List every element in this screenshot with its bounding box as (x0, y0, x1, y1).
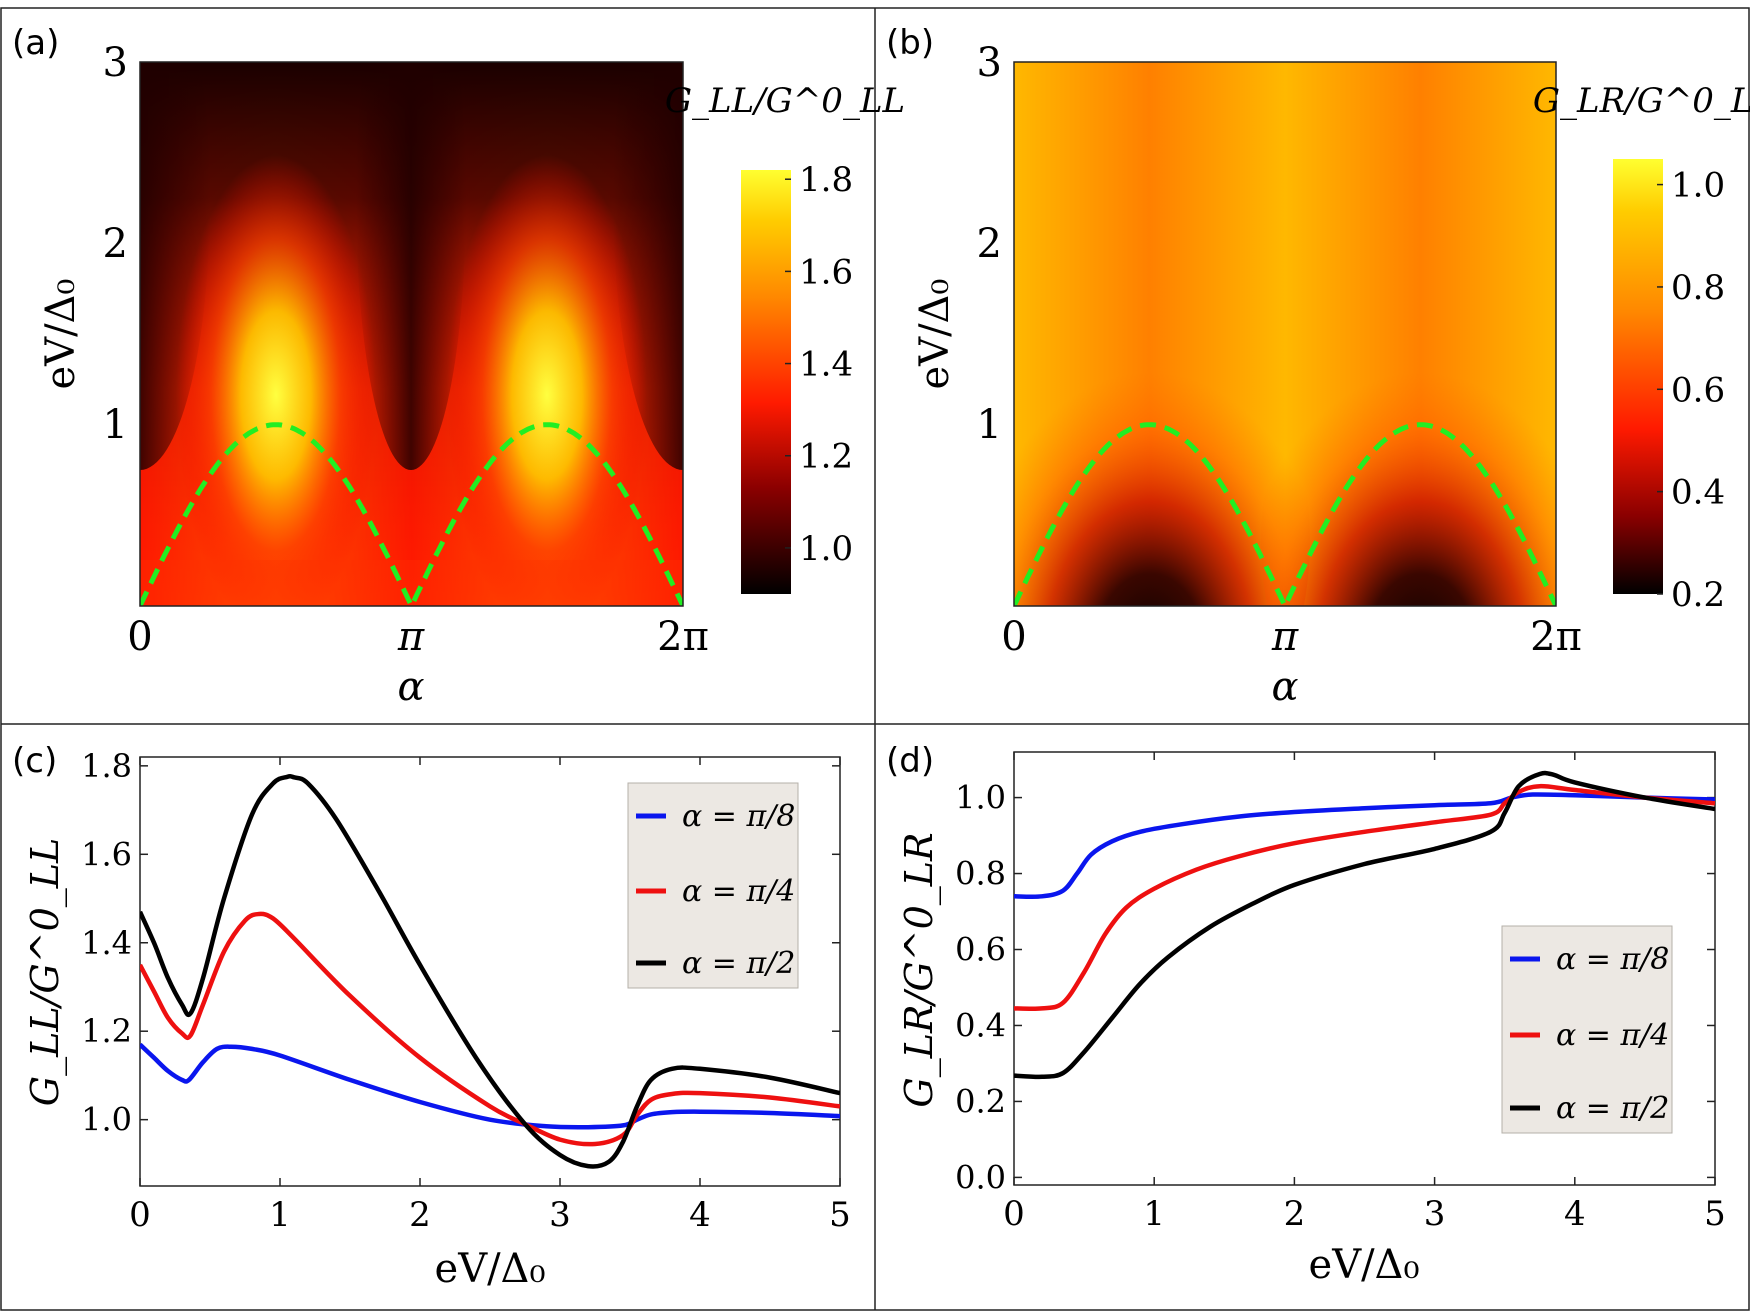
heatmap-b-ytick-3: 3 (977, 40, 1002, 86)
line-chart-d-series-red (1014, 783, 1715, 1012)
legend-d-entry-3: α = π/2 (1556, 1091, 1669, 1126)
heatmap-b-ylabel: eV/Δ₀ (912, 279, 958, 390)
line-chart-c-labels: eV/Δ₀ G_LL/G^0_LL (23, 838, 545, 1292)
heatmap-b-xlabel: α (1271, 664, 1298, 710)
heatmap-b-axes: 3 2 1 0 π 2π α eV/Δ₀ G_LR/G^0_LR (912, 40, 1750, 710)
line-chart-c-ytick-label: 1.2 (81, 1012, 132, 1050)
line-chart-d-xlabel: eV/Δ₀ (1309, 1242, 1420, 1288)
line-chart-d-ytick-label: 0.0 (955, 1158, 1006, 1196)
heatmap-a-frame (139, 61, 684, 607)
heatmap-b-xtick-0: 0 (1001, 614, 1026, 660)
heatmap-b-frame (1013, 61, 1557, 607)
heatmap-a-xtick-0: 0 (127, 614, 152, 660)
heatmap-b-xtick-pi: π (1271, 614, 1299, 660)
panel-label-b: (b) (886, 23, 934, 63)
line-chart-d-xtick-label: 3 (1424, 1194, 1446, 1234)
line-chart-d-ytick-label: 0.2 (955, 1082, 1006, 1120)
heatmap-a-column-dark-pi (356, 62, 466, 470)
line-chart-c-ytick-label: 1.4 (81, 924, 132, 962)
line-chart-c-ylabel: G_LL/G^0_LL (23, 838, 68, 1106)
legend-d-entry-1: α = π/8 (1556, 942, 1669, 977)
heatmap-a-xtick-2pi: 2π (657, 614, 709, 660)
line-chart-c-xlabel: eV/Δ₀ (435, 1246, 546, 1292)
heatmap-a-ytick-2: 2 (103, 221, 128, 267)
heatmap-a-xlabel: α (397, 664, 424, 710)
colorbar-tick-label: 1.0 (1671, 166, 1725, 206)
colorbar-tick-label: 0.6 (1671, 370, 1725, 410)
line-chart-c-series-black (140, 774, 840, 1169)
heatmap-a-ytick-3: 3 (103, 40, 128, 86)
heatmap-b-ytick-1: 1 (977, 402, 1002, 448)
line-chart-d: 0 1 2 3 4 5 0.0 0.2 0.4 0.6 0.8 1.0 (955, 752, 1726, 1234)
line-chart-d-ylabel: G_LR/G^0_LR (897, 832, 942, 1107)
line-chart-c-frame (139, 756, 841, 1187)
line-chart-c-ytick-label: 1.6 (81, 835, 132, 873)
legend-c-entry-2: α = π/4 (682, 874, 795, 909)
line-chart-d-ytick-label: 0.6 (955, 931, 1006, 969)
colorbar-b-ticks: 0.2 0.4 0.6 0.8 1.0 (1657, 166, 1725, 615)
heatmap-a (140, 62, 683, 606)
heatmap-b-min-1 (1014, 300, 1310, 606)
line-chart-d-xtick-label: 0 (1003, 1194, 1025, 1234)
line-chart-d-ytick-label: 1.0 (955, 779, 1006, 817)
line-chart-c-ytick-label: 1.0 (81, 1101, 132, 1139)
legend-d: α = π/8 α = π/4 α = π/2 (1501, 925, 1673, 1134)
heatmap-a-ytick-1: 1 (103, 402, 128, 448)
colorbar-tick-label: 1.0 (799, 529, 853, 569)
line-chart-d-frame (1013, 751, 1716, 1186)
heatmap-b-colorbar-label: G_LR/G^0_LR (1533, 81, 1750, 121)
panel-label-d: (d) (886, 741, 934, 781)
heatmap-a-ylabel: eV/Δ₀ (38, 279, 84, 390)
legend-c-entry-3: α = π/2 (682, 946, 795, 981)
line-chart-c: 0 1 2 3 4 5 1.0 1.2 1.4 1.6 1.8 (81, 747, 851, 1235)
line-chart-d-labels: eV/Δ₀ G_LR/G^0_LR (897, 832, 1419, 1288)
panel-label-c: (c) (12, 741, 57, 781)
line-chart-c-xtick-label: 4 (689, 1195, 711, 1235)
line-chart-c-series-blue (140, 1042, 840, 1130)
panel-grid (0, 7, 1750, 1311)
colorbar-tick-label: 0.8 (1671, 268, 1725, 308)
heatmap-b-min-2 (1261, 300, 1556, 606)
line-chart-c-xtick-label: 2 (409, 1195, 431, 1235)
line-chart-d-xtick-label: 4 (1564, 1194, 1586, 1234)
line-chart-d-xtick-label: 2 (1284, 1194, 1306, 1234)
colorbar-tick-label: 1.6 (799, 252, 853, 292)
panel-label-a: (a) (12, 23, 59, 63)
legend-c-entry-1: α = π/8 (682, 799, 795, 834)
colorbar-tick-label: 0.2 (1671, 575, 1725, 615)
heatmap-a-max-1 (176, 155, 376, 606)
line-chart-c-ytick-label: 1.8 (81, 747, 132, 785)
colorbar-b (1613, 159, 1663, 594)
colorbar-tick-label: 1.4 (799, 345, 853, 385)
line-chart-c-xtick-label: 0 (129, 1195, 151, 1235)
heatmap-a-xtick-pi: π (397, 614, 425, 660)
heatmap-a-dashed-curve (140, 422, 683, 606)
colorbar-tick-label: 1.2 (799, 437, 853, 477)
line-chart-d-series-black (1014, 770, 1715, 1080)
line-chart-c-series-red (140, 911, 840, 1147)
heatmap-a-bottom-band (140, 560, 683, 606)
heatmap-a-colorbar-label: G_LL/G^0_LL (665, 81, 905, 121)
colorbar-a (741, 170, 791, 594)
line-chart-c-xtick-label: 3 (549, 1195, 571, 1235)
line-chart-c-xtick-label: 1 (269, 1195, 291, 1235)
heatmap-b-ytick-2: 2 (977, 221, 1002, 267)
colorbar-tick-label: 1.8 (799, 160, 853, 200)
heatmap-a-max-2 (447, 155, 647, 606)
line-chart-d-ytick-label: 0.4 (955, 1006, 1006, 1044)
legend-d-entry-2: α = π/4 (1556, 1018, 1669, 1053)
heatmap-a-axes: 3 2 1 0 π 2π α eV/Δ₀ G_LL/G^0_LL (38, 40, 905, 710)
colorbar-a-ticks: 1.0 1.2 1.4 1.6 1.8 (785, 160, 853, 569)
line-chart-d-xtick-label: 1 (1143, 1194, 1165, 1234)
legend-c: α = π/8 α = π/4 α = π/2 (627, 782, 799, 989)
line-chart-d-ytick-label: 0.8 (955, 855, 1006, 893)
heatmap-b-xtick-2pi: 2π (1530, 614, 1582, 660)
heatmap-b (1014, 62, 1556, 606)
line-chart-c-xtick-label: 5 (829, 1195, 851, 1235)
line-chart-d-series-blue (1014, 792, 1715, 899)
heatmap-b-dashed-curve (1014, 422, 1556, 606)
colorbar-tick-label: 0.4 (1671, 473, 1725, 513)
line-chart-d-xtick-label: 5 (1704, 1194, 1726, 1234)
